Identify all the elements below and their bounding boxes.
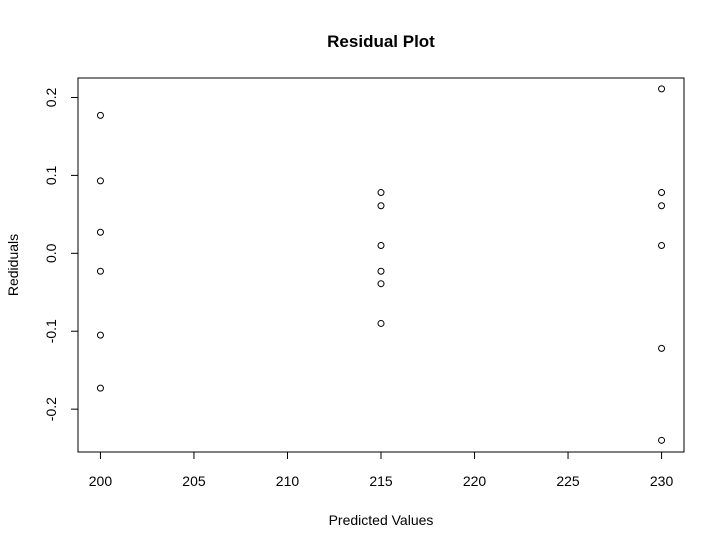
- residual-point: [96, 267, 104, 275]
- residual-point: [377, 319, 385, 327]
- residual-point: [377, 280, 385, 288]
- residual-point: [377, 242, 385, 250]
- x-axis-label: Predicted Values: [329, 512, 434, 528]
- x-tick-label: 225: [556, 473, 580, 489]
- x-axis: 200 205 210 215 220 225 230: [89, 451, 674, 489]
- residual-point: [658, 202, 666, 210]
- residual-point: [377, 267, 385, 275]
- residual-point: [658, 436, 666, 444]
- y-axis-label: Rediduals: [5, 234, 21, 296]
- data-points: [96, 85, 666, 444]
- chart-title: Residual Plot: [327, 32, 435, 51]
- residual-point: [96, 228, 104, 236]
- residual-point: [96, 384, 104, 392]
- residual-point: [96, 331, 104, 339]
- residual-point: [96, 111, 104, 119]
- y-tick-label: -0.2: [43, 397, 59, 421]
- residual-point: [658, 189, 666, 197]
- x-tick-label: 215: [369, 473, 393, 489]
- y-axis: -0.2 -0.1 0.0 0.1 0.2: [43, 88, 79, 421]
- y-tick-label: 0.0: [43, 243, 59, 263]
- x-tick-label: 200: [89, 473, 113, 489]
- residual-point: [377, 202, 385, 210]
- y-tick-label: 0.2: [43, 88, 59, 108]
- x-tick-label: 220: [463, 473, 487, 489]
- plot-frame: [77, 77, 685, 453]
- residual-point: [658, 242, 666, 250]
- x-tick-label: 210: [276, 473, 300, 489]
- residual-point: [377, 189, 385, 197]
- x-tick-label: 205: [182, 473, 206, 489]
- residual-point: [96, 177, 104, 185]
- residual-point: [658, 344, 666, 352]
- x-tick-label: 230: [650, 473, 674, 489]
- residual-point: [658, 85, 666, 93]
- y-tick-label: -0.1: [43, 319, 59, 343]
- y-tick-label: 0.1: [43, 165, 59, 185]
